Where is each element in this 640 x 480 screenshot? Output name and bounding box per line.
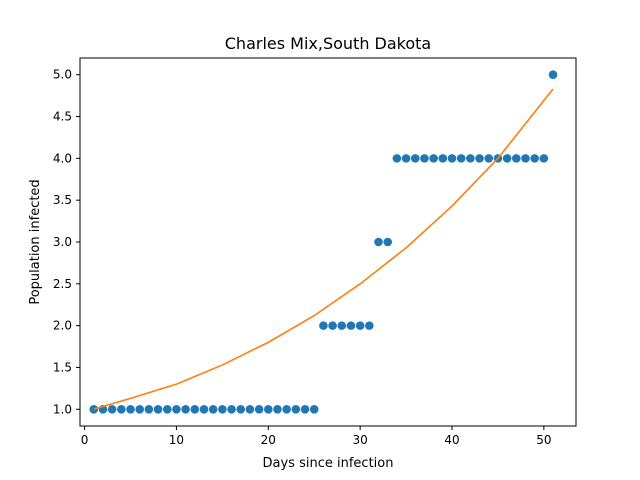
data-point <box>172 404 181 414</box>
data-point <box>135 404 145 414</box>
data-point <box>420 154 429 163</box>
data-point <box>181 404 190 414</box>
x-tick-label: 20 <box>261 433 276 447</box>
data-point <box>438 154 448 163</box>
data-point <box>530 154 539 163</box>
data-point <box>337 321 347 330</box>
data-point <box>456 154 466 163</box>
x-tick-label: 40 <box>444 433 459 447</box>
data-point <box>475 154 484 163</box>
data-point <box>254 404 264 414</box>
data-point <box>374 237 383 247</box>
data-point <box>107 404 117 414</box>
data-point <box>291 404 301 414</box>
data-point <box>447 154 457 163</box>
y-tick-label: 3.5 <box>53 193 72 207</box>
x-tick-label: 50 <box>536 433 551 447</box>
x-tick-label: 10 <box>169 433 184 447</box>
y-tick-label: 4.0 <box>53 151 72 165</box>
y-tick-label: 2.0 <box>53 319 72 333</box>
axes-frame <box>79 57 577 427</box>
data-point <box>401 154 411 163</box>
data-point <box>484 154 494 163</box>
data-point <box>126 404 135 414</box>
y-axis-label: Population infected <box>28 179 43 304</box>
data-point <box>144 404 154 414</box>
data-point <box>410 154 420 163</box>
data-point <box>227 404 236 414</box>
data-point <box>190 404 200 414</box>
data-point <box>263 404 273 414</box>
data-point <box>548 70 558 80</box>
data-point <box>162 404 172 414</box>
x-tick-label: 30 <box>353 433 368 447</box>
data-point <box>117 404 126 414</box>
data-point <box>218 404 227 414</box>
y-tick-label: 4.5 <box>53 110 72 124</box>
data-point <box>511 154 521 163</box>
data-point <box>502 154 512 163</box>
y-axis-ticks: 1.0 1.5 2.0 2.5 3.0 3.5 4.0 4.5 5.0 <box>53 68 80 416</box>
data-point <box>466 154 475 163</box>
chart-title: Charles Mix,South Dakota <box>225 34 431 53</box>
data-point <box>429 154 438 163</box>
data-point <box>245 404 255 414</box>
data-point <box>300 404 310 414</box>
data-point <box>236 404 246 414</box>
data-point <box>346 321 356 330</box>
y-tick-label: 1.5 <box>53 360 72 374</box>
x-axis-ticks: 0 10 20 30 40 50 <box>81 426 551 447</box>
y-tick-label: 1.0 <box>53 402 72 416</box>
data-point <box>521 154 530 163</box>
plot-area <box>79 57 577 427</box>
y-tick-label: 3.0 <box>53 235 72 249</box>
data-point <box>319 321 328 330</box>
data-point <box>392 154 402 163</box>
data-point <box>89 404 99 414</box>
data-point <box>383 237 393 247</box>
fit-line <box>93 88 554 411</box>
data-point <box>539 154 549 163</box>
data-point <box>355 321 365 330</box>
data-point <box>273 404 282 414</box>
data-point <box>199 404 209 414</box>
y-tick-label: 5.0 <box>53 68 72 82</box>
data-point <box>365 321 374 330</box>
data-point <box>208 404 218 414</box>
x-axis-label: Days since infection <box>263 456 394 471</box>
data-point <box>309 404 319 414</box>
data-point <box>328 321 337 330</box>
data-point <box>153 404 163 414</box>
y-tick-label: 2.5 <box>53 277 72 291</box>
x-tick-label: 0 <box>81 433 89 447</box>
data-point <box>282 404 291 414</box>
